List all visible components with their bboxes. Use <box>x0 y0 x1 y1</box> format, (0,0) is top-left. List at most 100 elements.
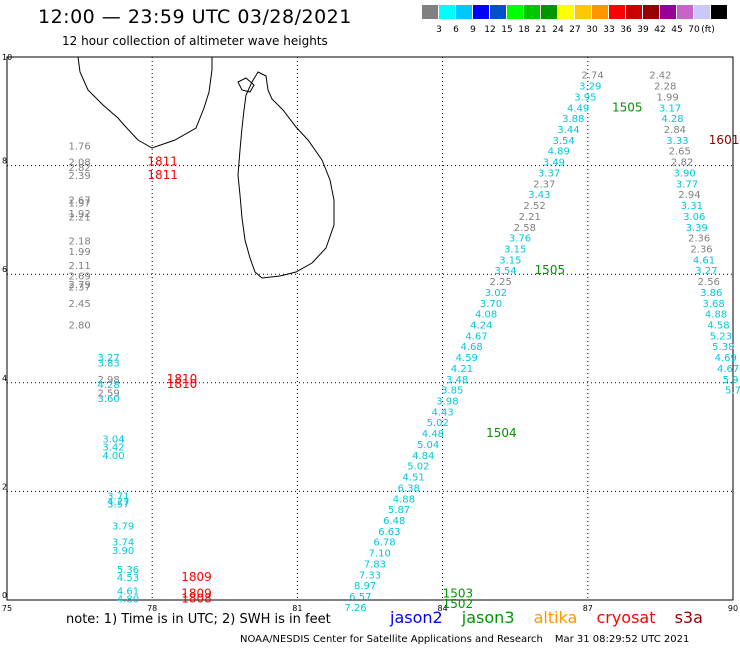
wave-height-value: 4.89 <box>548 147 570 158</box>
wave-height-value: 4.08 <box>475 310 497 321</box>
legend-level: 18 <box>518 25 530 35</box>
wave-height-value: 3.27 <box>98 353 120 364</box>
wave-height-value: 1.99 <box>657 92 679 103</box>
legend-level: 30 <box>586 25 598 35</box>
y-tick-label: 10 <box>2 53 12 62</box>
wave-height-value: 2.82 <box>671 158 693 169</box>
wave-height-value: 5.36 <box>117 565 139 576</box>
wave-height-value: 2.25 <box>490 277 512 288</box>
legend-swatch <box>422 5 438 19</box>
pass-time-label: 1810 <box>167 377 198 391</box>
altimeter-tracks: 1.762.082.822.392.671.971.922.212.181.99… <box>68 71 740 614</box>
wave-height-value: 1.76 <box>68 141 90 152</box>
wave-height-value: 3.70 <box>480 299 502 310</box>
map-title: 12:00 — 23:59 UTC 03/28/2021 <box>38 6 352 28</box>
wave-height-value: 3.83 <box>98 359 120 370</box>
india-coastline <box>77 56 213 149</box>
map-subtitle: 12 hour collection of altimeter wave hei… <box>62 34 328 48</box>
wave-height-value: 3.04 <box>102 435 124 446</box>
wave-height-value: 5.87 <box>388 505 410 516</box>
wave-height-value: 4.58 <box>707 321 729 332</box>
island-fragment <box>237 77 255 93</box>
legend-swatch <box>626 5 642 19</box>
wave-height-value: 3.57 <box>107 500 129 511</box>
wave-height-value: 3.95 <box>574 92 596 103</box>
wave-height-value: 4.61 <box>693 255 715 266</box>
wave-height-value: 4.59 <box>456 353 478 364</box>
satellite-legend: jason2 jason3 altika cryosat s3a <box>390 608 717 627</box>
wave-height-value: 1.92 <box>68 209 90 220</box>
legend-level: 45 <box>671 25 683 35</box>
y-tick-label: 2 <box>2 482 7 491</box>
sat-label-s3a: s3a <box>674 608 703 627</box>
legend-swatch <box>507 5 523 19</box>
wave-height-value: 3.86 <box>700 288 722 299</box>
wave-height-value: 4.49 <box>567 103 589 114</box>
wave-height-value: 5.02 <box>427 418 449 429</box>
footer-note: note: 1) Time is in UTC; 2) SWH is in fe… <box>66 612 331 627</box>
sat-label-cryosat: cryosat <box>596 608 656 627</box>
wave-height-value: 6.57 <box>349 592 371 603</box>
legend-swatch <box>609 5 625 19</box>
legend-swatch <box>711 5 727 19</box>
pass-time-label: 1809 <box>181 586 212 600</box>
wave-height-value: 4.24 <box>470 321 492 332</box>
wave-height-value: 3.44 <box>557 125 579 136</box>
grid-lines <box>7 57 733 600</box>
legend-swatch <box>575 5 591 19</box>
wave-height-value: 3.31 <box>681 201 703 212</box>
timestamp: Mar 31 08:29:52 UTC 2021 <box>554 634 690 645</box>
legend-swatch <box>490 5 506 19</box>
wave-height-value: 3.49 <box>543 158 565 169</box>
wave-height-value: 2.82 <box>68 163 90 174</box>
wave-height-value: 6.63 <box>378 527 400 538</box>
wave-height-value: 7.83 <box>364 559 386 570</box>
legend-level: 33 <box>603 25 615 35</box>
wave-height-value: 2.79 <box>68 280 90 291</box>
legend-level: 36 <box>620 25 632 35</box>
wave-height-value: 3.15 <box>504 244 526 255</box>
legend-swatch <box>541 5 557 19</box>
wave-height-value: 1.99 <box>68 247 90 258</box>
wave-height-value: 1.97 <box>68 198 90 209</box>
wave-height-value: 2.94 <box>678 190 700 201</box>
y-tick-label: 4 <box>2 374 7 383</box>
wave-height-value: 6.38 <box>398 483 420 494</box>
wave-height-value: 4.28 <box>661 114 683 125</box>
wave-height-value: 3.77 <box>676 179 698 190</box>
legend-swatch <box>473 5 489 19</box>
wave-height-value: 3.90 <box>112 546 134 557</box>
legend-level: 24 <box>552 25 564 35</box>
legend-level: 15 <box>501 25 513 35</box>
wave-height-value: 2.65 <box>669 147 691 158</box>
wave-height-value: 3.76 <box>509 234 531 245</box>
wave-height-value: 7.33 <box>359 570 381 581</box>
wave-height-value: 2.58 <box>514 223 536 234</box>
wave-height-value: 3.02 <box>485 288 507 299</box>
wave-height-value: 3.06 <box>683 212 705 223</box>
wave-height-value: 3.17 <box>659 103 681 114</box>
wave-height-value: 2.59 <box>98 388 120 399</box>
wave-height-value: 3.39 <box>686 223 708 234</box>
legend-swatch <box>694 5 710 19</box>
x-tick-label: 90 <box>728 604 738 613</box>
wave-height-value: 2.21 <box>519 212 541 223</box>
pass-time-label: 1503 <box>443 586 474 600</box>
wave-height-value: 3.68 <box>703 299 725 310</box>
wave-height-value: 2.67 <box>68 196 90 207</box>
wave-height-value: 2.36 <box>688 234 710 245</box>
wave-height-value: 3.33 <box>666 136 688 147</box>
credit-line: NOAA/NESDIS Center for Satellite Applica… <box>240 634 689 645</box>
pass-time-label: 1810 <box>167 372 198 386</box>
wave-height-value: 5.04 <box>417 440 439 451</box>
wave-height-value: 5.7 <box>725 386 740 397</box>
legend-swatch <box>524 5 540 19</box>
credit-text: NOAA/NESDIS Center for Satellite Applica… <box>240 634 543 645</box>
legend-level: 39 <box>637 25 649 35</box>
wave-height-value: 2.80 <box>68 321 90 332</box>
y-tick-label: 8 <box>2 157 7 166</box>
wave-height-value: 2.21 <box>68 212 90 223</box>
sat-label-jason2: jason2 <box>390 608 443 627</box>
legend-level: 42 <box>654 25 666 35</box>
